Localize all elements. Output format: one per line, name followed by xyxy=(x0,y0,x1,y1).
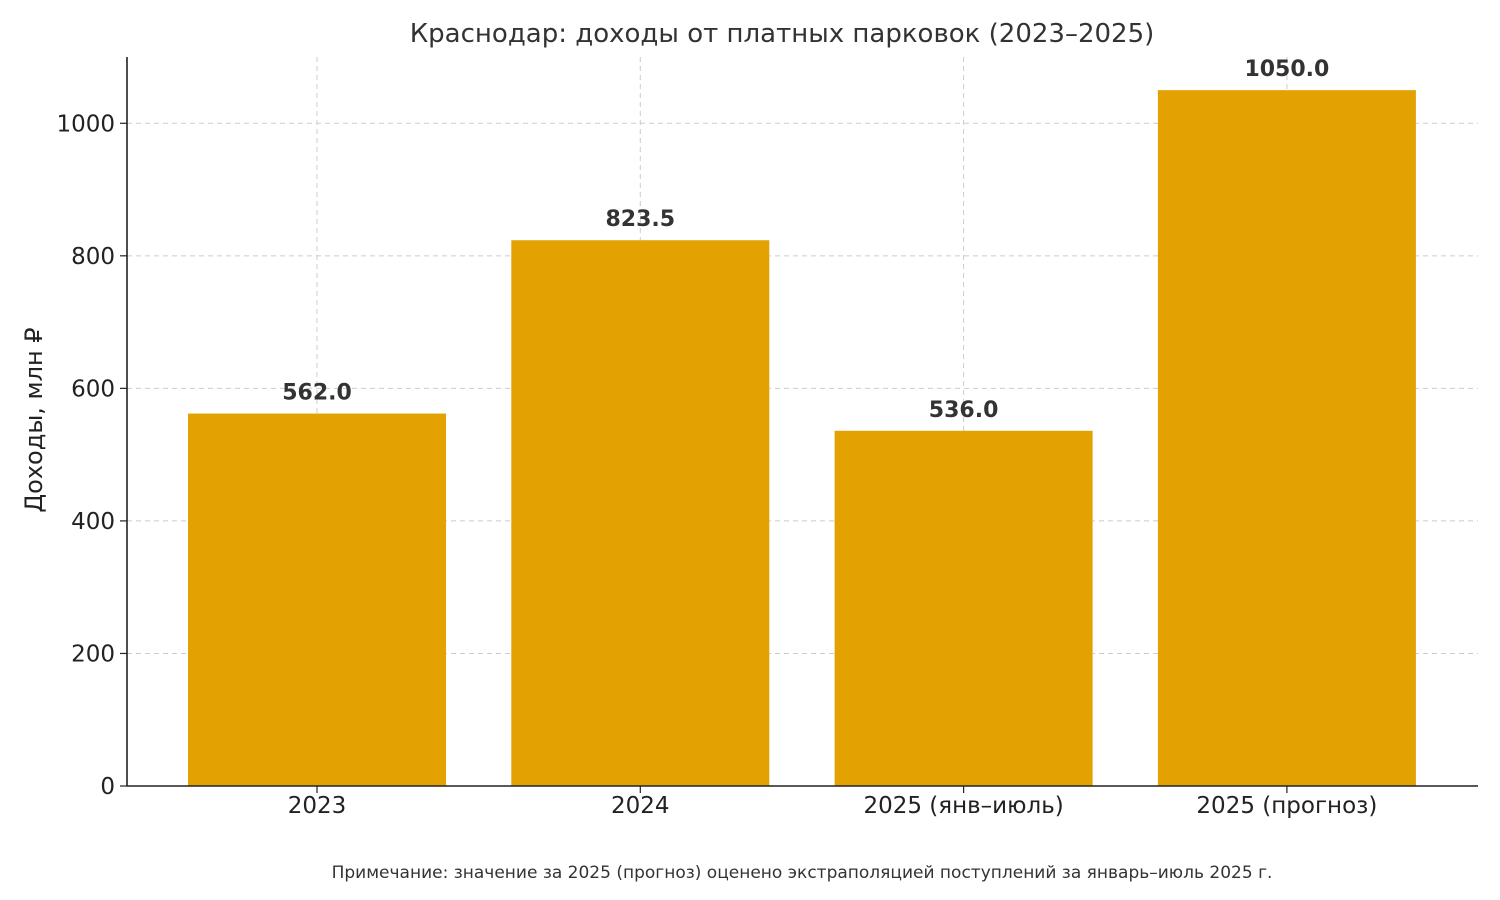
y-axis-label: Доходы, млн ₽ xyxy=(20,327,48,512)
axes xyxy=(120,57,1478,793)
y-tick-label: 200 xyxy=(71,641,115,667)
y-tick-label: 800 xyxy=(71,244,115,270)
chart-title: Краснодар: доходы от платных парковок (2… xyxy=(410,19,1155,49)
y-tick-label: 600 xyxy=(71,376,115,402)
bars xyxy=(188,90,1416,787)
bar-1 xyxy=(188,413,446,786)
x-tick-label: 2023 xyxy=(288,793,347,819)
bar-value-label: 1050.0 xyxy=(1244,57,1329,82)
bar-4 xyxy=(1157,90,1416,787)
y-tick-label: 400 xyxy=(71,509,115,535)
chart-note: Примечание: значение за 2025 (прогноз) о… xyxy=(332,863,1273,883)
x-tick-label: 2024 xyxy=(611,793,670,819)
bar-value-label: 562.0 xyxy=(282,381,352,406)
y-tick-label: 0 xyxy=(100,774,115,800)
bar-3 xyxy=(834,430,1093,786)
x-tick-label: 2025 (янв–июль) xyxy=(863,793,1063,819)
bar-value-label: 536.0 xyxy=(929,398,999,423)
bar-value-label: 823.5 xyxy=(606,207,676,232)
x-tick-label: 2025 (прогноз) xyxy=(1196,793,1377,819)
labels: 0 200 400 600 800 1000 562.0 2023 823.5 2024 536.0… xyxy=(56,57,1377,819)
y-tick-label: 1000 xyxy=(56,111,115,137)
bar-2 xyxy=(511,240,770,787)
